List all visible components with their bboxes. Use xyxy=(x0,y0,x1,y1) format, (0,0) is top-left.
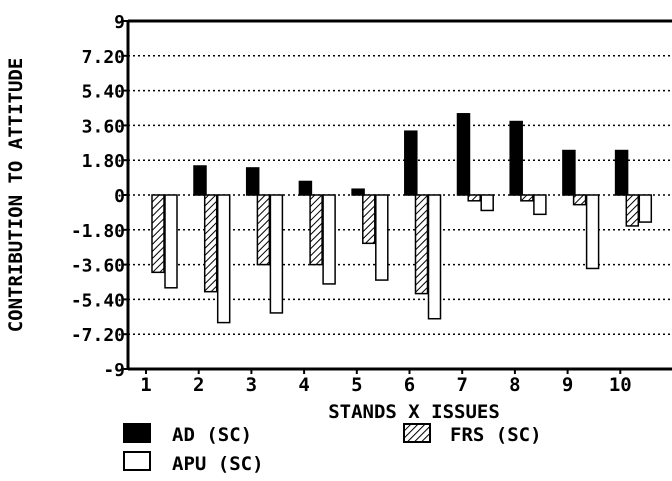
bar xyxy=(533,194,547,216)
legend-swatch xyxy=(403,423,431,443)
x-tick-label: 3 xyxy=(246,374,257,396)
bar xyxy=(520,194,534,202)
bar xyxy=(362,194,376,245)
y-tick-labels: 9 7.20 5.40 3.60 1.80 0 -1.80 -3.60 -5.40 -7.20 -9 xyxy=(71,12,125,381)
x-axis-label: STANDS X ISSUES xyxy=(328,401,500,423)
bar xyxy=(638,194,653,223)
bar xyxy=(322,194,336,285)
x-tick-label: 6 xyxy=(404,374,415,396)
bar xyxy=(467,194,481,202)
legend-swatch xyxy=(123,451,151,471)
y-tick-label: -7.20 xyxy=(71,325,125,346)
bar xyxy=(164,194,178,289)
bar xyxy=(562,149,576,196)
bar xyxy=(269,194,284,314)
bar xyxy=(375,194,389,281)
x-tick-label: 10 xyxy=(609,374,632,396)
legend-swatch xyxy=(123,423,151,443)
y-tick-label: 5.40 xyxy=(82,82,125,103)
y-tick-label: 9 xyxy=(114,12,125,33)
bar xyxy=(245,167,260,196)
bar xyxy=(151,194,165,274)
bar xyxy=(480,194,494,212)
x-tick-label: 8 xyxy=(509,374,520,396)
legend-label: AD (SC) xyxy=(172,424,252,446)
bar xyxy=(456,113,471,196)
y-tick-label: 7.20 xyxy=(82,47,125,68)
bar xyxy=(351,188,365,196)
bar xyxy=(585,194,600,270)
bar xyxy=(625,194,640,227)
y-tick-label: 3.60 xyxy=(82,116,125,137)
bar xyxy=(309,194,323,266)
bar xyxy=(509,120,523,196)
bar xyxy=(404,130,418,196)
x-tick-label: 2 xyxy=(193,374,204,396)
legend-label: FRS (SC) xyxy=(450,424,542,446)
bars xyxy=(151,113,653,324)
bar xyxy=(298,180,313,196)
bar xyxy=(614,149,629,196)
bar xyxy=(193,165,207,196)
y-tick-label: -1.80 xyxy=(71,221,125,242)
bar xyxy=(427,194,442,320)
x-tick-label: 9 xyxy=(562,374,573,396)
y-axis-label: CONTRIBUTION TO ATTITUDE xyxy=(5,58,27,333)
x-tick-label: 5 xyxy=(351,374,362,396)
bar xyxy=(256,194,271,266)
axes xyxy=(122,19,672,374)
legend: AD (SC) FRS (SC) APU (SC) xyxy=(123,423,542,475)
y-tick-label: -5.40 xyxy=(71,290,125,311)
x-tick-label: 4 xyxy=(298,374,309,396)
y-tick-label: 0 xyxy=(114,186,125,207)
x-tick-label: 7 xyxy=(456,374,467,396)
y-tick-label: 1.80 xyxy=(82,151,125,172)
bar xyxy=(216,194,231,324)
y-tick-label: -9 xyxy=(103,360,125,381)
bar xyxy=(572,194,587,206)
bar xyxy=(414,194,429,295)
x-tick-label: 1 xyxy=(140,374,151,396)
legend-label: APU (SC) xyxy=(172,453,264,475)
x-tick-labels: 1 2 3 4 5 6 7 8 9 10 xyxy=(140,374,631,396)
bar xyxy=(203,194,218,293)
y-tick-label: -3.60 xyxy=(71,256,125,277)
